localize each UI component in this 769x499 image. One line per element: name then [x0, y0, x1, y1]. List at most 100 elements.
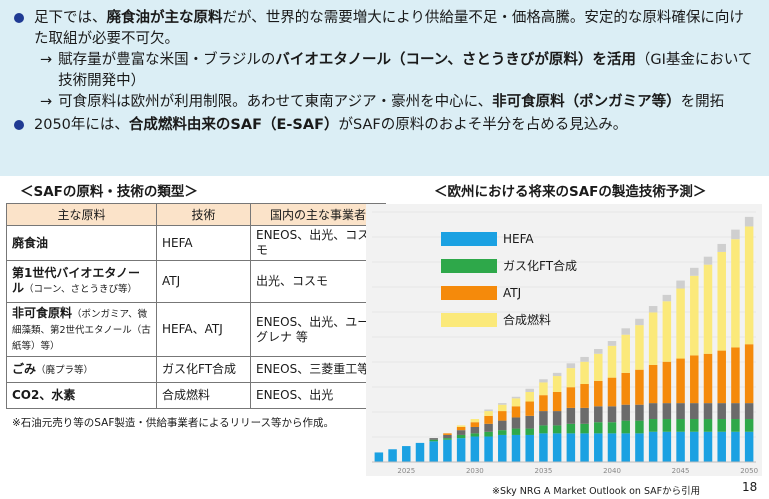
bar-segment-2050-s3: [744, 344, 754, 404]
bar-segment-2036-s4: [552, 376, 562, 392]
bar-segment-2032-s0: [498, 434, 507, 462]
bar-segment-2045-s4: [676, 288, 685, 359]
bar-segment-2050-s1: [744, 419, 754, 432]
bar-segment-2033-s1: [511, 428, 521, 435]
legend-item-hefa: HEFA: [441, 225, 577, 252]
bar-segment-2036-s1: [552, 425, 562, 434]
bar-segment-2034-s0: [525, 434, 534, 462]
chart-legend: HEFA ガス化FT合成 ATJ 合成燃料: [441, 225, 577, 333]
table-note: ※石油元売り等のSAF製造・供給事業者によるリリース等から作成。: [12, 417, 335, 429]
feedstock-main: 第1世代バイオエタノール: [12, 266, 140, 295]
bar-segment-2027-s0: [429, 441, 438, 462]
bar-segment-2047-s2: [703, 403, 713, 420]
bar-segment-2039-s1: [594, 422, 603, 434]
bar-segment-2038-s1: [580, 423, 589, 434]
feedstock-main: 非可食原料: [12, 305, 73, 320]
feedstock-main: 廃食油: [12, 235, 49, 250]
page-number: 18: [742, 480, 758, 494]
sub-bullet-bioethanol: → 賦存量が豊富な米国・ブラジルのバイオエタノール（コーン、さとうきびが原料）を…: [40, 50, 753, 92]
bar-segment-2027-s2: [429, 438, 438, 440]
bullet-dot-icon: [14, 120, 24, 130]
bar-segment-2038-s3: [580, 384, 589, 408]
bar-segment-2049-s3: [731, 347, 740, 404]
legend-label: HEFA: [503, 231, 534, 246]
bar-segment-2041-s4: [621, 334, 630, 373]
chart-svg: 2025 2030 2035 2040 2045 2050: [372, 211, 758, 475]
x-tick-label: 2045: [672, 467, 690, 475]
tech-cell: HEFA: [156, 225, 251, 261]
bar-segment-2031-s4: [484, 411, 493, 416]
x-tick-label: 2035: [535, 467, 553, 475]
bullet-text-bold: 合成燃料由来のSAF（E-SAF）: [128, 117, 339, 133]
legend-label: ガス化FT合成: [503, 259, 578, 273]
bar-segment-2046-s0: [690, 431, 699, 462]
bar-segment-2029-s4: [456, 425, 466, 427]
bar-segment-2040-s0: [607, 433, 617, 462]
table-row: CO2、水素 合成燃料 ENEOS、出光: [6, 382, 386, 409]
table-row: ごみ（廃プラ等） ガス化FT合成 ENEOS、三菱重工等: [6, 356, 386, 383]
tech-cell: 合成燃料: [156, 382, 251, 409]
bar-segment-2044-s5: [662, 294, 672, 302]
bar-segment-2044-s3: [662, 361, 672, 404]
bar-segment-2041-s5: [621, 328, 630, 335]
bar-segment-2037-s1: [566, 423, 576, 434]
legend-item-atj: ATJ: [441, 279, 577, 306]
bar-segment-2041-s1: [621, 420, 630, 434]
bar-segment-2042-s4: [635, 325, 644, 370]
bar-segment-2049-s1: [731, 419, 740, 432]
header-operators: 国内の主な事業者: [250, 203, 386, 226]
bar-segment-2047-s0: [703, 431, 713, 462]
sub-bullet-non-edible: → 可食原料は欧州が利用制限。あわせて東南アジア・豪州を中心に、非可食原料（ポン…: [40, 92, 753, 113]
bar-segment-2048-s1: [717, 419, 726, 432]
bar-segment-2031-s0: [484, 436, 493, 462]
bullet-text-part: がSAFの原料のおよそ半分を占める見込み。: [338, 117, 628, 133]
table-title: ＜SAFの原料・技術の類型＞: [20, 184, 198, 200]
bar-segment-2043-s3: [648, 364, 658, 404]
bar-segment-2039-s5: [594, 349, 603, 354]
sub-text-part: 賦存量が豊富な米国・ブラジルの: [58, 52, 276, 68]
x-tick-label: 2040: [603, 467, 621, 475]
bar-segment-2030-s3: [470, 422, 480, 427]
legend-item-efuel: 合成燃料: [441, 306, 577, 333]
bar-segment-2048-s4: [717, 251, 726, 351]
operators-cell: ENEOS、三菱重工等: [250, 356, 386, 383]
bar-segment-2028-s1: [443, 438, 452, 440]
feedstock-main: ごみ: [12, 361, 37, 376]
bar-segment-2050-s4: [744, 226, 754, 345]
bar-segment-2029-s1: [456, 434, 466, 439]
x-tick-label: 2030: [466, 467, 484, 475]
bar-segment-2044-s1: [662, 419, 672, 432]
bar-segment-2034-s2: [525, 415, 534, 429]
bar-segment-2023-s0: [374, 452, 384, 462]
bar-segment-2037-s5: [566, 363, 576, 369]
bullet-text-part: だが、世界的な需要増大により供給量不足・価格高騰。安定的な原料確保に向けた取組が…: [34, 10, 744, 47]
bar-segment-2044-s4: [662, 301, 672, 362]
bar-segment-2035-s4: [539, 382, 548, 396]
bar-segment-2041-s0: [621, 433, 630, 462]
bar-segment-2045-s5: [676, 280, 685, 289]
chart-source: ※Sky NRG A Market Outlook on SAFから引用: [492, 486, 701, 497]
bar-segment-2037-s2: [566, 407, 576, 424]
chart-title: ＜欧州における将来のSAFの製造技術予測＞: [434, 184, 707, 200]
bar-segment-2040-s2: [607, 406, 617, 423]
bar-segment-2034-s5: [525, 388, 534, 392]
sub-text-part: 可食原料は欧州が利用制限。あわせて東南アジア・豪州を中心に、: [58, 94, 493, 110]
bar-segment-2035-s0: [539, 433, 548, 462]
bar-segment-2031-s1: [484, 431, 493, 437]
header-feedstock: 主な原料: [6, 203, 157, 226]
bar-segment-2033-s5: [511, 396, 521, 399]
bar-segment-2040-s1: [607, 422, 617, 434]
bar-segment-2037-s0: [566, 433, 576, 462]
bar-segment-2029-s0: [456, 438, 466, 462]
feedstock-main: CO2、水素: [12, 388, 76, 402]
bar-segment-2035-s3: [539, 395, 548, 412]
bar-segment-2027-s1: [429, 439, 438, 442]
bar-segment-2032-s5: [498, 403, 507, 405]
legend-label: 合成燃料: [503, 313, 552, 327]
bar-segment-2042-s0: [635, 433, 644, 462]
bar-segment-2049-s5: [731, 229, 740, 240]
bar-segment-2049-s0: [731, 431, 740, 462]
bar-segment-2029-s3: [456, 426, 466, 431]
arrow-icon: →: [40, 94, 53, 110]
bar-segment-2034-s3: [525, 401, 534, 416]
